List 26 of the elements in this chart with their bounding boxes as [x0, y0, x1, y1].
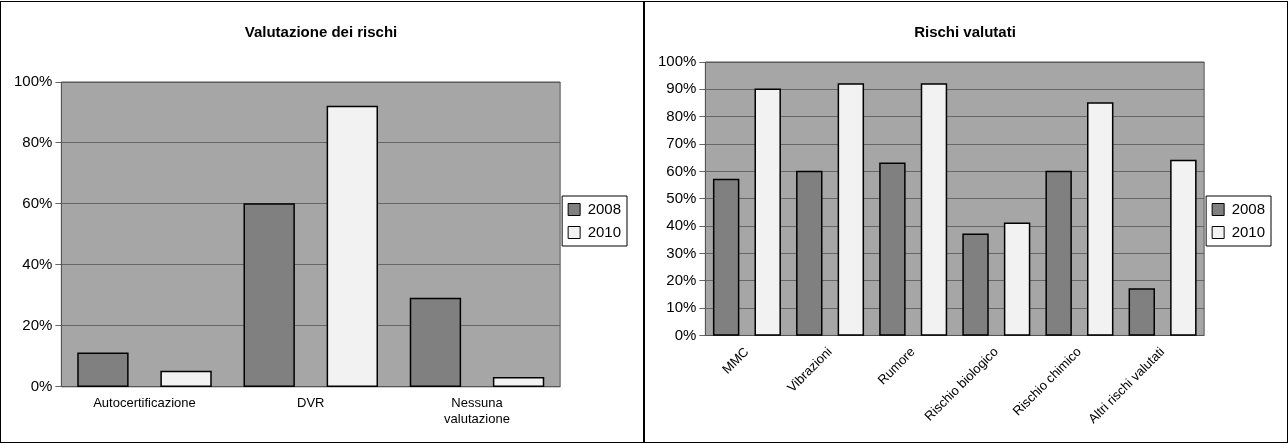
y-tick-label: 40% [22, 255, 53, 273]
legend-label: 2008 [587, 199, 622, 217]
y-tick-label: 80% [666, 106, 697, 124]
y-tick-label: 10% [666, 298, 697, 316]
y-tick-label: 60% [22, 194, 53, 212]
y-tick-label: 50% [666, 188, 697, 206]
legend-label: 2010 [587, 222, 622, 240]
y-tick-label: 0% [674, 325, 697, 343]
x-tick-label: DVR [297, 395, 325, 411]
y-tick-label: 90% [666, 79, 697, 97]
chart-title: Valutazione dei rischi [244, 23, 398, 41]
legend-label: 2008 [1231, 199, 1266, 217]
x-tick-label: Nessuna valutazione [444, 395, 510, 426]
y-tick-label: 70% [666, 134, 697, 152]
chart-title: Rischi valutati [914, 23, 1016, 41]
y-tick-label: 0% [30, 376, 53, 394]
y-tick-label: 60% [666, 161, 697, 179]
y-tick-label: 80% [22, 133, 53, 151]
y-tick-label: 100% [657, 52, 697, 70]
y-tick-label: 20% [22, 315, 53, 333]
x-tick-label: Autocertificazione [93, 395, 196, 411]
legend-label: 2010 [1231, 222, 1266, 240]
y-tick-label: 20% [666, 270, 697, 288]
y-tick-label: 30% [666, 243, 697, 261]
y-tick-label: 100% [13, 72, 53, 90]
y-tick-label: 40% [666, 216, 697, 234]
